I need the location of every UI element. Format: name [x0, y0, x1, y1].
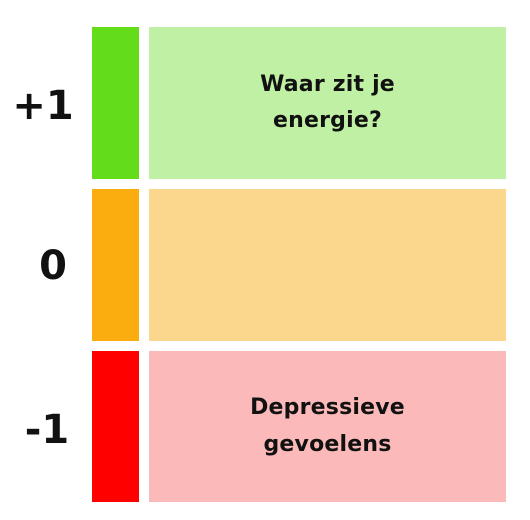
level-bar-minus-one — [92, 351, 139, 502]
panel-text-line: energie? — [273, 108, 382, 133]
panel-text-line: Waar zit je — [260, 71, 395, 97]
level-label-zero: 0 — [39, 243, 67, 289]
level-panel-plus-one: Waar zit je energie? — [149, 27, 506, 179]
level-bar-plus-one — [92, 27, 139, 179]
level-bar-zero — [92, 189, 139, 341]
panel-text-minus-one: Depressieve gevoelens — [250, 390, 405, 463]
level-label-minus-one: -1 — [24, 407, 70, 453]
level-panel-minus-one: Depressieve gevoelens — [149, 351, 506, 502]
panel-text-line: Depressieve — [250, 395, 405, 421]
panel-text-line: gevoelens — [263, 431, 392, 457]
panel-text-plus-one: Waar zit je energie? — [260, 67, 395, 140]
level-label-plus-one: +1 — [12, 83, 74, 129]
level-panel-zero — [149, 189, 506, 341]
